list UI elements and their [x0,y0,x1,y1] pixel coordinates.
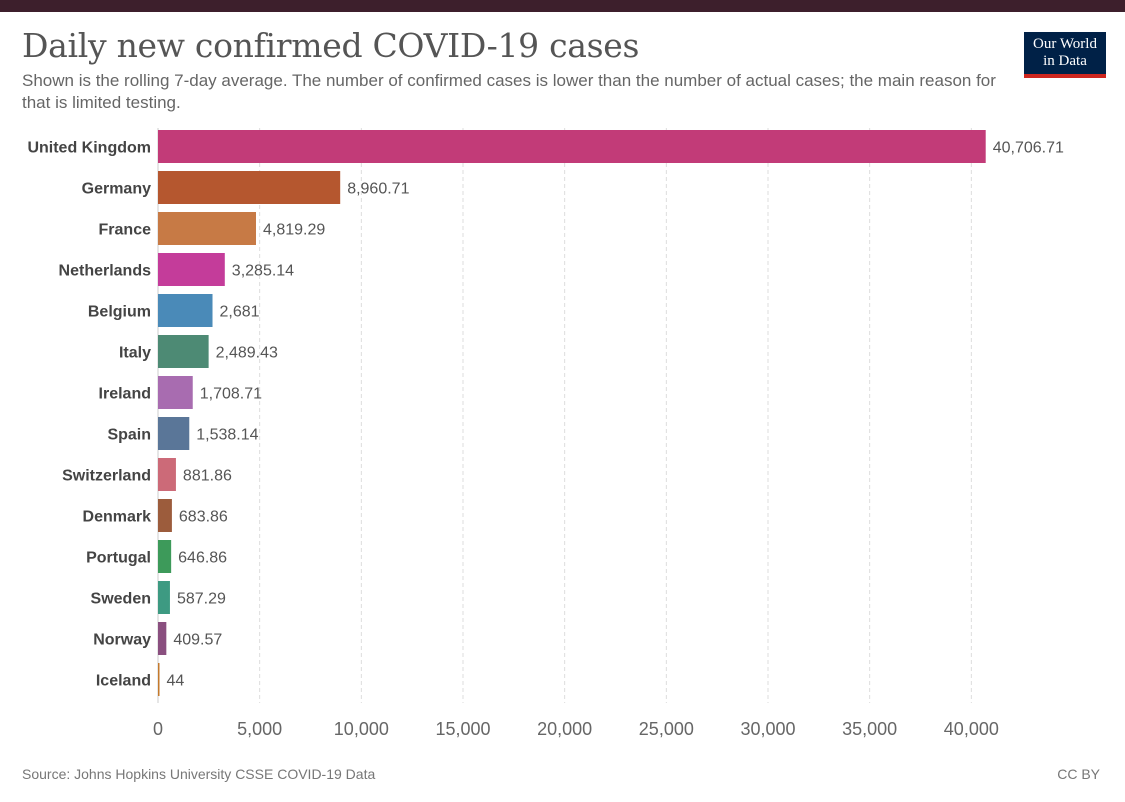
x-tick-label: 35,000 [842,719,897,739]
top-bar [0,0,1125,12]
category-label: Denmark [83,509,152,526]
value-label: 881.86 [183,468,232,485]
chart-subtitle: Shown is the rolling 7-day average. The … [22,71,996,112]
category-label: France [99,222,152,239]
value-label: 2,489.43 [216,345,278,362]
category-label: Iceland [96,673,151,690]
x-tick-label: 25,000 [639,719,694,739]
value-label: 4,819.29 [263,222,325,239]
bar [158,171,341,204]
value-label: 646.86 [178,550,227,567]
bar [158,540,172,573]
value-label: 587.29 [177,591,226,608]
category-label: Norway [93,632,151,649]
category-label: United Kingdom [27,140,151,157]
value-label: 409.57 [173,632,222,649]
category-label: Ireland [99,386,151,403]
bar [158,417,190,450]
bar [158,499,172,532]
bar [158,130,986,163]
category-label: Germany [82,181,151,198]
x-tick-label: 10,000 [334,719,389,739]
value-label: 8,960.71 [347,181,409,198]
x-tick-label: 40,000 [944,719,999,739]
bar [158,335,209,368]
bar [158,581,170,614]
value-label: 683.86 [179,509,228,526]
category-label: Sweden [91,591,151,608]
value-label: 1,538.14 [196,427,258,444]
source-note: Source: Johns Hopkins University CSSE CO… [22,766,376,782]
category-label: Netherlands [59,263,152,280]
x-tick-label: 0 [153,719,163,739]
category-label: Belgium [88,304,151,321]
bar [158,663,160,696]
owid-logo[interactable]: Our World in Data [1024,32,1106,78]
license-label[interactable]: CC BY [1057,766,1100,782]
bar [158,376,193,409]
x-tick-label: 20,000 [537,719,592,739]
x-tick-label: 5,000 [237,719,282,739]
x-tick-label: 30,000 [740,719,795,739]
x-tick-label: 15,000 [435,719,490,739]
bar [158,622,167,655]
chart-title: Daily new confirmed COVID-19 cases [22,26,640,65]
bar [158,212,256,245]
value-label: 1,708.71 [200,386,262,403]
bar [158,458,176,491]
value-label: 2,681 [220,304,260,321]
logo-line-2: in Data [1043,53,1087,69]
category-label: Switzerland [62,468,151,485]
bar [158,294,213,327]
value-label: 44 [167,673,185,690]
category-label: Italy [119,345,151,362]
bar [158,253,225,286]
category-label: Spain [107,427,151,444]
logo-line-1: Our World [1033,36,1097,52]
value-label: 3,285.14 [232,263,294,280]
value-label: 40,706.71 [993,140,1064,157]
category-label: Portugal [86,550,151,567]
